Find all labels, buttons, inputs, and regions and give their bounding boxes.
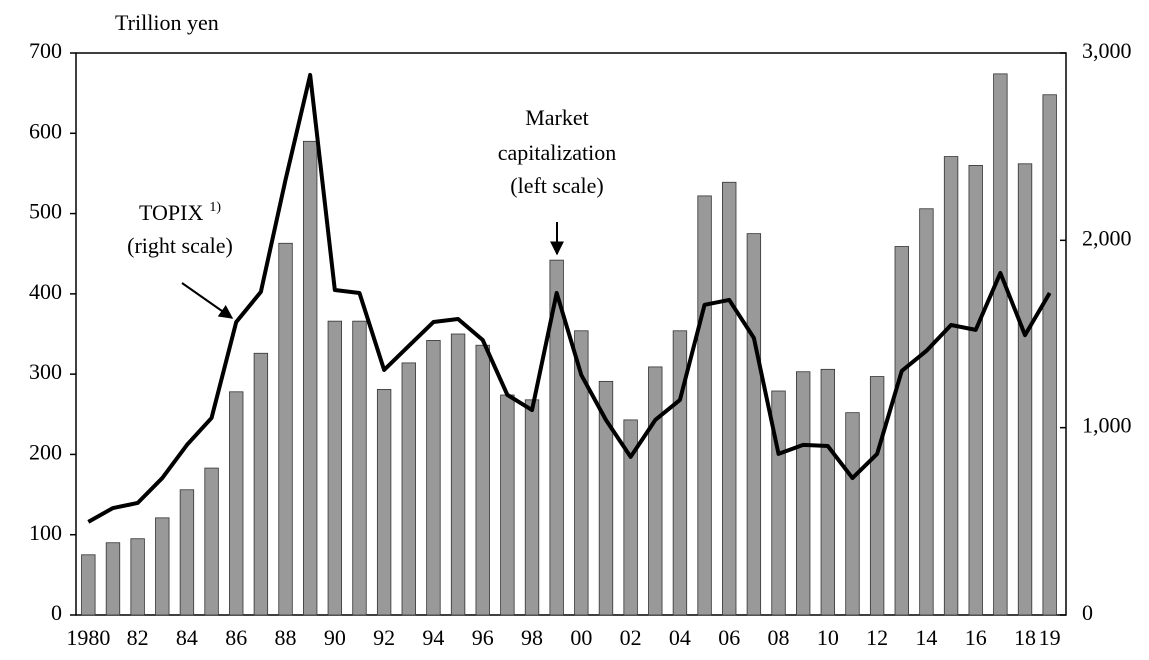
bar: [722, 181, 737, 616]
y-tick-label: 100: [29, 520, 62, 545]
bar: [179, 489, 195, 616]
bar: [968, 164, 983, 616]
y2-tick-label: 2,000: [1082, 225, 1132, 250]
line: [87, 72, 1052, 524]
annotation: capitalization: [498, 140, 617, 165]
bar: [130, 538, 145, 616]
y2-tick-label: 1,000: [1082, 413, 1132, 438]
x-tick-label: 82: [127, 625, 149, 650]
bar: [894, 246, 909, 616]
bar: [1017, 163, 1033, 616]
x-tick-label: 94: [422, 625, 444, 650]
y2-tick-label: 3,000: [1082, 38, 1132, 63]
bar: [204, 467, 219, 616]
bar: [524, 399, 540, 616]
x-tick-label: 88: [275, 625, 297, 650]
annotation: (left scale): [510, 173, 603, 198]
x-tick-label: 02: [620, 625, 642, 650]
x-tick-label: 10: [817, 625, 839, 650]
y-tick-label: 0: [51, 600, 62, 625]
bar: [993, 73, 1008, 616]
bar: [549, 259, 564, 616]
x-tick-label: 1980: [66, 625, 110, 650]
y-tick-label: 200: [29, 439, 62, 464]
x-tick-label: 18: [1014, 625, 1036, 650]
annotation: Market: [525, 105, 589, 130]
bar: [401, 362, 416, 616]
bar: [574, 330, 589, 616]
bar: [327, 320, 343, 616]
x-tick-label: 16: [965, 625, 987, 650]
bar: [426, 340, 441, 616]
annotation: TOPIX 1): [139, 200, 221, 225]
x-tick-label: 98: [521, 625, 543, 650]
bar: [302, 140, 318, 616]
bar: [869, 376, 885, 616]
annotation: (right scale): [127, 233, 233, 258]
y-tick-label: 400: [29, 279, 62, 304]
bar: [450, 333, 466, 616]
bar: [1042, 94, 1057, 616]
bar: [845, 412, 860, 616]
y-tick-label: 700: [29, 38, 62, 63]
x-tick-label: 14: [915, 625, 937, 650]
y-axis-label: Trillion yen: [115, 10, 219, 35]
x-tick-label: 00: [570, 625, 592, 650]
bar: [623, 419, 638, 616]
x-tick-label: 84: [176, 625, 198, 650]
bar: [648, 366, 663, 616]
bar: [278, 242, 293, 616]
y-tick-label: 600: [29, 118, 62, 143]
bar: [253, 352, 269, 616]
bar: [943, 156, 959, 616]
x-tick-label: 06: [718, 625, 740, 650]
y-tick-label: 500: [29, 199, 62, 224]
bar: [697, 195, 712, 616]
bar: [820, 368, 836, 616]
bar: [475, 344, 490, 616]
x-tick-label: 96: [472, 625, 494, 650]
bar: [155, 517, 170, 616]
bar: [672, 330, 688, 616]
x-tick-label: 86: [225, 625, 247, 650]
bar: [105, 542, 121, 616]
y2-tick-label: 0: [1082, 600, 1093, 625]
x-tick-label: 19: [1039, 625, 1061, 650]
x-tick-label: 90: [324, 625, 346, 650]
bar: [795, 371, 811, 616]
bar: [746, 233, 762, 616]
x-tick-label: 08: [768, 625, 790, 650]
bar: [919, 208, 934, 616]
y-tick-label: 300: [29, 359, 62, 384]
bar: [500, 394, 515, 616]
arrow: [181, 282, 234, 319]
x-tick-label: 04: [669, 625, 691, 650]
plot-frame: [75, 52, 1067, 616]
bar: [229, 391, 244, 616]
bar: [352, 320, 367, 616]
x-tick-label: 92: [373, 625, 395, 650]
x-tick-label: 12: [866, 625, 888, 650]
bar: [598, 380, 614, 616]
bar: [376, 388, 392, 616]
bar: [81, 554, 96, 616]
